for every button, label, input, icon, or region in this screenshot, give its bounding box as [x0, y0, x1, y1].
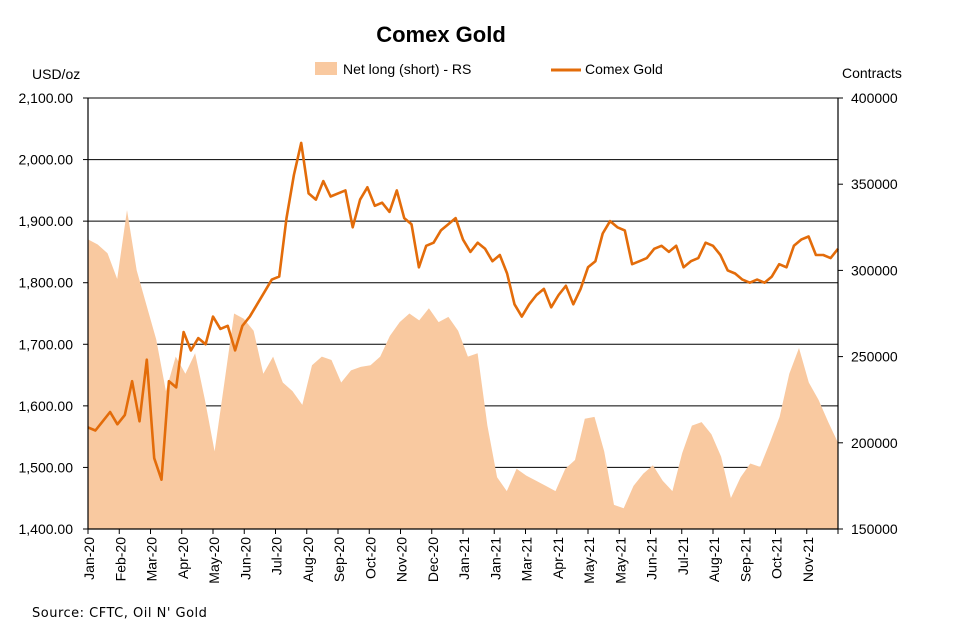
right-tick-label: 250000	[851, 349, 898, 365]
net-long-area-layer	[88, 210, 838, 529]
source-note: Source: CFTC, Oil N' Gold	[32, 606, 207, 621]
x-tick-label: Oct-20	[362, 537, 378, 579]
legend-swatch-net-long	[315, 62, 337, 75]
x-tick-label: Sep-21	[737, 537, 753, 582]
left-tick-label: 1,500.00	[19, 459, 74, 475]
right-tick-label: 400000	[851, 90, 898, 106]
x-tick-label: Sep-20	[331, 537, 347, 582]
right-axis-unit: Contracts	[842, 65, 902, 81]
left-tick-label: 2,100.00	[19, 90, 74, 106]
x-tick-label: Jul-21	[675, 537, 691, 575]
x-tick-label: Mar-20	[144, 537, 160, 582]
comex-gold-line	[87, 141, 840, 482]
x-axis-ticks: Jan-20 Feb-20 Mar-20 Apr-20 May-20 Jun-20 Jul-…	[81, 529, 839, 584]
x-tick-label: Dec-20	[425, 537, 441, 582]
legend-label-comex-gold: Comex Gold	[585, 61, 663, 77]
right-axis-ticks: 150000 200000 250000 300000 350000 400000	[838, 90, 898, 537]
x-tick-label: Aug-21	[706, 537, 722, 582]
x-tick-label: Mar-21	[519, 537, 535, 582]
left-tick-label: 2,000.00	[19, 152, 74, 168]
x-tick-label: Aug-20	[300, 537, 316, 582]
left-axis-unit: USD/oz	[32, 66, 80, 82]
x-tick-label: Jun-21	[644, 537, 660, 580]
comex-gold-line-layer	[87, 141, 840, 482]
x-tick-label: May-21	[581, 537, 597, 584]
x-tick-label: Nov-20	[394, 537, 410, 582]
left-tick-label: 1,600.00	[19, 398, 74, 414]
x-tick-label: Jan-20	[81, 537, 97, 580]
x-tick-label: Jan-21	[456, 537, 472, 580]
x-tick-label: Apr-21	[550, 537, 566, 579]
x-tick-label: Jun-20	[237, 537, 253, 580]
x-tick-label: May-20	[206, 537, 222, 584]
left-tick-label: 1,700.00	[19, 336, 74, 352]
x-tick-label: Jul-20	[269, 537, 285, 575]
chart-title: Comex Gold	[376, 22, 506, 47]
right-tick-label: 150000	[851, 521, 898, 537]
left-tick-label: 1,900.00	[19, 213, 74, 229]
left-axis-ticks: 1,400.00 1,500.00 1,600.00 1,700.00 1,800.00…	[19, 90, 88, 537]
x-tick-label: Nov-21	[800, 537, 816, 582]
right-tick-label: 300000	[851, 262, 898, 278]
legend-label-net-long: Net long (short) - RS	[343, 61, 471, 77]
x-tick-label: May-21	[612, 537, 628, 584]
x-tick-label: Feb-20	[112, 537, 128, 582]
x-tick-label: Jan-21	[487, 537, 503, 580]
right-tick-label: 200000	[851, 435, 898, 451]
left-tick-label: 1,800.00	[19, 275, 74, 291]
net-long-area	[88, 210, 838, 529]
right-tick-label: 350000	[851, 176, 898, 192]
x-tick-label: Apr-20	[175, 537, 191, 579]
x-tick-label: Oct-21	[769, 537, 785, 579]
left-tick-label: 1,400.00	[19, 521, 74, 537]
